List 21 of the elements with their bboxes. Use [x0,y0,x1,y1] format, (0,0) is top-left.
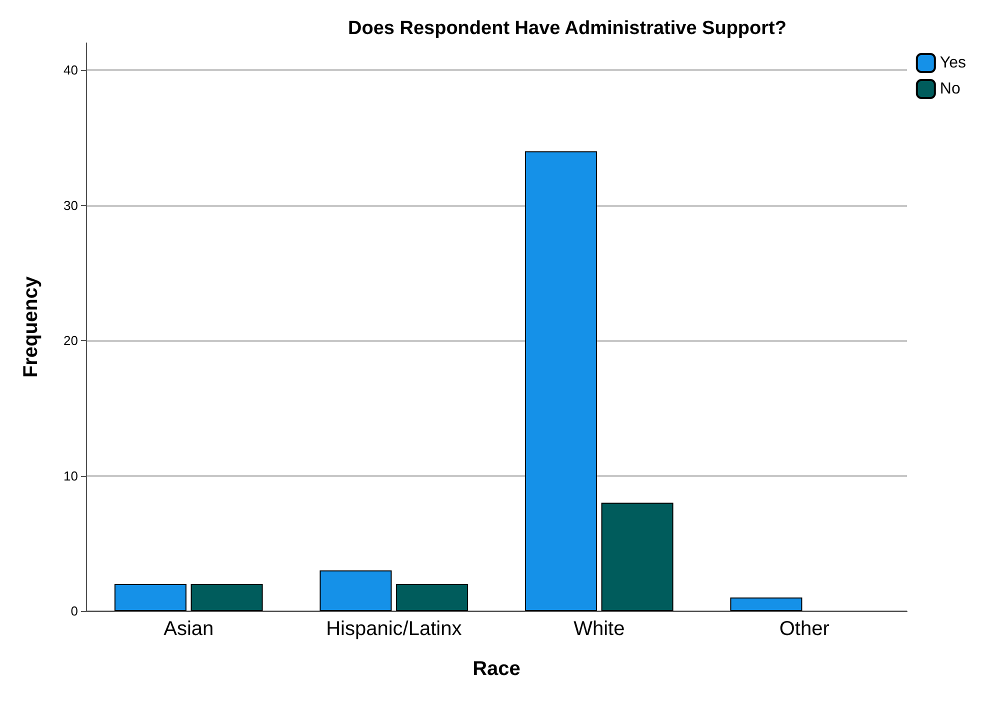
y-tick-label: 10 [64,468,78,484]
bar [396,584,468,611]
y-tick-label: 0 [70,604,78,618]
x-tick-label: Other [779,618,830,640]
bar [190,584,263,611]
y-axis-title: Frequency [20,276,42,378]
y-tick-label: 20 [64,333,78,348]
x-tick-label: White [574,618,625,640]
legend-label: Yes [940,54,966,72]
bar [524,151,597,611]
x-tick-label: Asian [164,618,214,640]
bar [730,597,802,611]
legend-label: No [940,80,960,98]
x-tick-label: Hispanic/Latinx [326,618,462,640]
x-axis-title: Race [472,658,520,680]
y-tick-label: 30 [64,198,78,213]
chart-title: Does Respondent Have Administrative Support? [348,18,786,39]
bar [320,570,392,611]
bar [601,502,674,611]
bar [114,584,186,611]
y-tick-label: 40 [64,62,78,78]
